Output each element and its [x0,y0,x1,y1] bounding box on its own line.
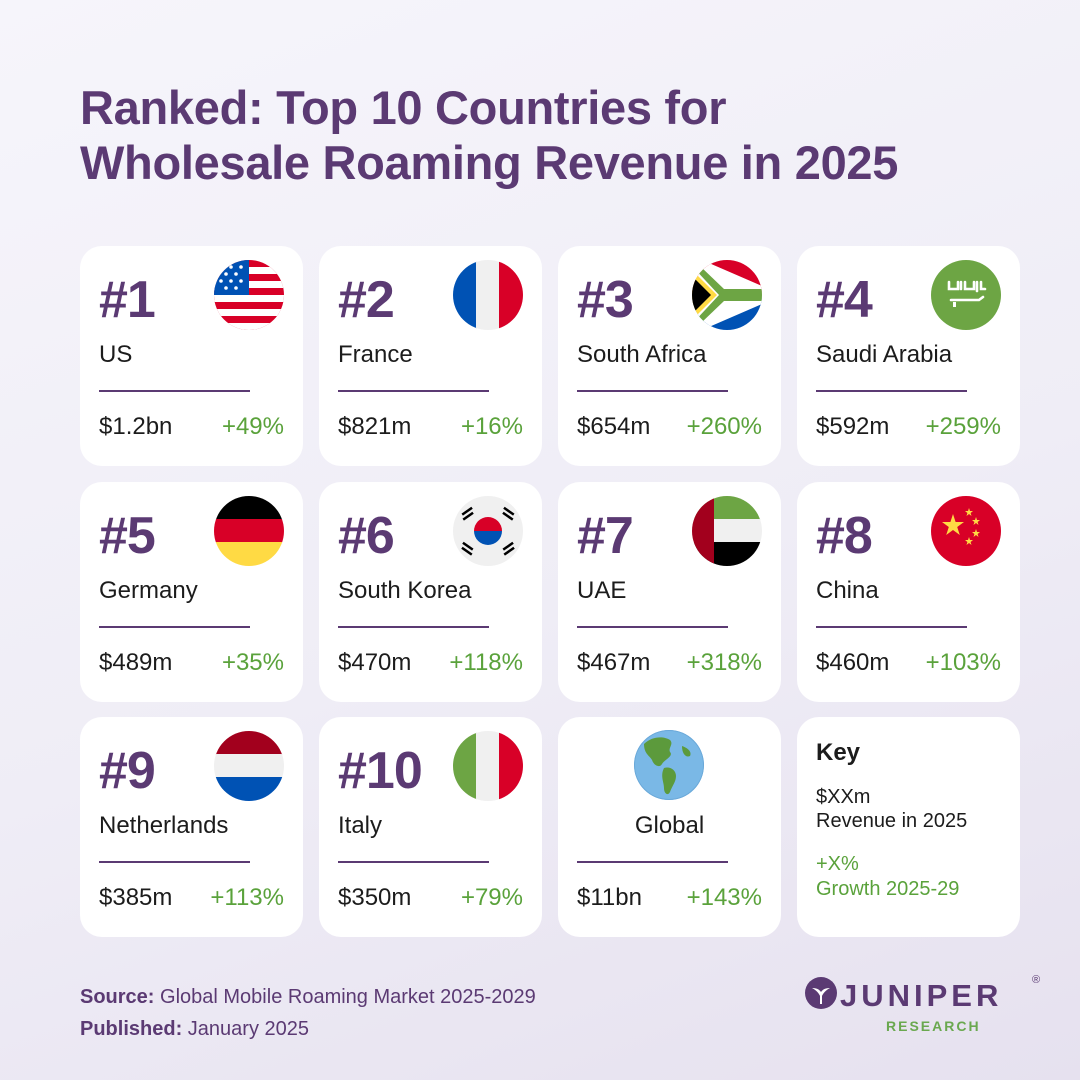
rank-card-south-africa: #3 South Africa $654m +260% [558,246,781,466]
global-revenue-value: $11bn [577,884,642,911]
rank-card-china: #8 China $460m +103% [797,482,1020,702]
saudi-arabia-flag-icon [931,260,1001,330]
south-korea-flag-icon [453,496,523,566]
rank-number: #1 [99,271,156,329]
us-flag-icon [214,260,284,330]
revenue-value: $460m [816,649,890,676]
country-name: South Africa [577,341,707,368]
country-name: Italy [338,812,383,839]
growth-value: +318% [686,649,762,676]
divider [99,861,250,863]
country-name: South Korea [338,577,472,604]
south-africa-flag-icon [692,260,762,330]
growth-value: +49% [221,413,284,440]
divider [99,626,250,628]
growth-value: +118% [449,649,523,676]
revenue-value: $489m [99,649,173,676]
germany-flag-icon [214,496,284,566]
rank-number: #3 [577,271,634,329]
growth-value: +103% [925,649,1001,676]
global-label: Global [634,812,705,839]
growth-value: +260% [686,413,762,440]
revenue-value: $592m [816,413,890,440]
rank-number: #10 [338,742,423,800]
rank-card-italy: #10 Italy $350m +79% [319,717,542,937]
country-name: France [338,341,413,368]
revenue-value: $654m [577,413,651,440]
rank-card-netherlands: #9 Netherlands $385m +113% [80,717,303,937]
title-line-1: Ranked: Top 10 Countries for [80,81,727,134]
china-flag-icon [931,496,1001,566]
rank-card-germany: #5 Germany $489m +35% [80,482,303,702]
key-revenue-sample: $XXm [816,786,871,808]
published-label: Published: [80,1018,183,1040]
source-label: Source: [80,986,155,1008]
page-title: Ranked: Top 10 Countries for Wholesale R… [80,80,1020,190]
country-name: Saudi Arabia [816,341,953,368]
rank-card-us: #1 US $1.2bn +49% [80,246,303,466]
rank-number: #6 [338,507,395,565]
rank-card-uae: #7 UAE $467m +318% [558,482,781,702]
key-growth-label: Growth 2025-29 [816,878,960,900]
divider [338,626,489,628]
key-card: Key $XXm Revenue in 2025 +X% Growth 2025… [797,717,1020,937]
logo-subtitle: RESEARCH [886,1018,981,1034]
divider [577,390,728,392]
juniper-logo-mark-icon [805,977,837,1009]
source-value: Global Mobile Roaming Market 2025-2029 [160,986,536,1008]
footer: Source: Global Mobile Roaming Market 202… [80,981,536,1045]
rank-number: #8 [816,507,873,565]
revenue-value: $350m [338,884,412,911]
divider [577,626,728,628]
rank-card-south-korea: #6 South Korea $470m +118% [319,482,542,702]
source-line: Source: Global Mobile Roaming Market 202… [80,981,536,1013]
divider [816,390,967,392]
revenue-value: $1.2bn [99,413,173,440]
global-growth-value: +143% [686,884,762,911]
divider [338,390,489,392]
country-name: China [816,577,879,604]
country-name: UAE [577,577,627,604]
key-revenue-label: Revenue in 2025 [816,810,968,832]
divider [338,861,489,863]
ranking-grid: #1 US $1.2bn +49% #2 [80,246,1022,937]
revenue-value: $470m [338,649,412,676]
growth-value: +79% [460,884,523,911]
revenue-value: $385m [99,884,173,911]
rank-card-saudi-arabia: #4 Saudi Arabia $592m +259% [797,246,1020,466]
globe-icon [634,730,704,800]
growth-value: +113% [210,884,284,911]
key-title: Key [816,739,861,766]
growth-value: +259% [925,413,1001,440]
rank-number: #9 [99,742,156,800]
country-name: Germany [99,577,198,604]
netherlands-flag-icon [214,731,284,801]
growth-value: +16% [460,413,523,440]
title-line-2: Wholesale Roaming Revenue in 2025 [80,136,899,189]
rank-number: #7 [577,507,634,565]
published-value: January 2025 [187,1018,309,1040]
growth-value: +35% [221,649,284,676]
rank-number: #2 [338,271,395,329]
divider [577,861,728,863]
key-growth-sample: +X% [816,853,859,875]
rank-card-france: #2 France $821m +16% [319,246,542,466]
published-line: Published: January 2025 [80,1013,536,1045]
divider [99,390,250,392]
rank-number: #4 [816,271,873,329]
logo-registered-mark: ® [1032,974,1041,986]
uae-flag-icon [692,496,762,566]
logo-wordmark: JUNIPER [840,978,1003,1013]
country-name: US [99,341,133,368]
france-flag-icon [453,260,523,330]
global-card: Global $11bn +143% [558,717,781,937]
revenue-value: $467m [577,649,651,676]
juniper-research-logo: JUNIPER ® RESEARCH [804,974,1044,1046]
rank-number: #5 [99,507,156,565]
country-name: Netherlands [99,812,229,839]
italy-flag-icon [453,731,523,801]
divider [816,626,967,628]
revenue-value: $821m [338,413,412,440]
